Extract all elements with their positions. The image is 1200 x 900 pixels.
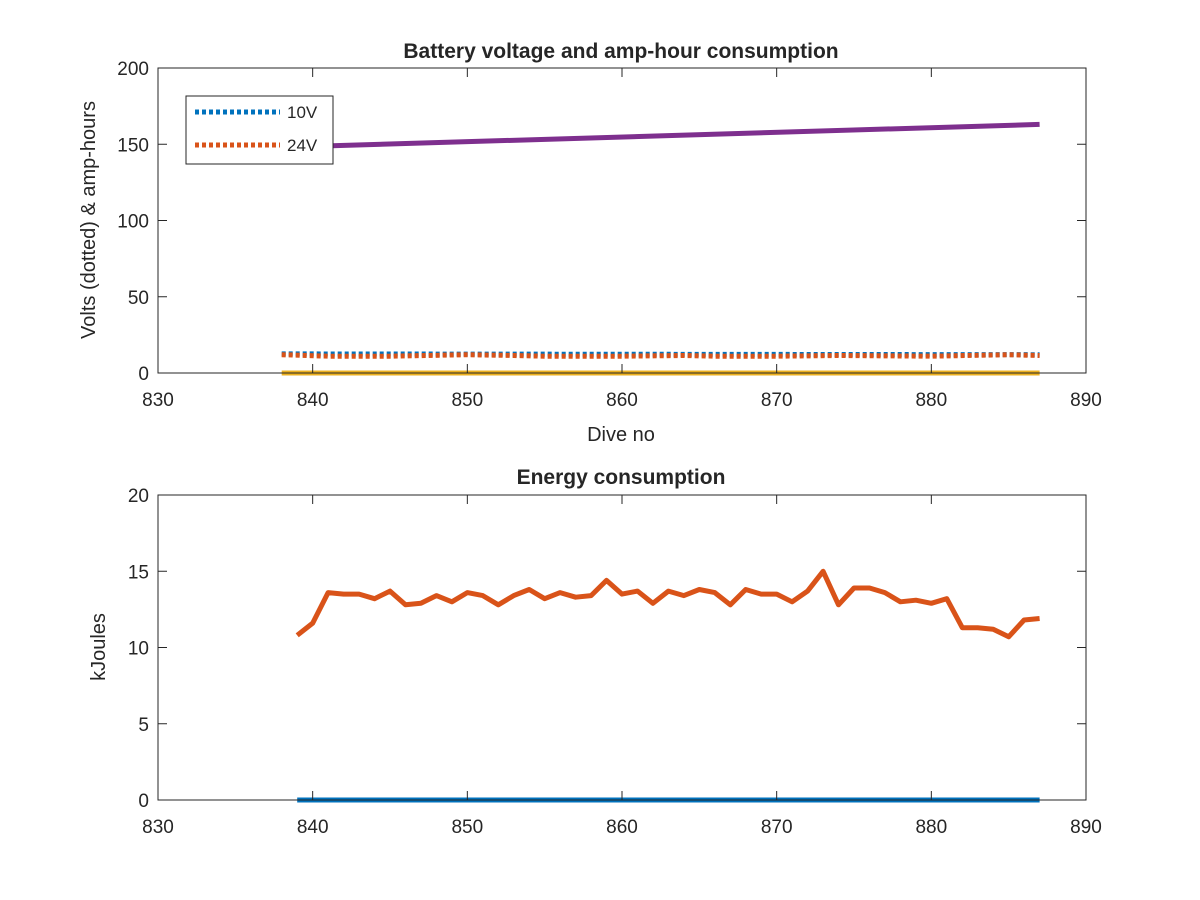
top-chart-series-3-line — [281, 121, 1040, 150]
bottom-chart: Energy consumption kJoules 830 840 850 860 8… — [88, 466, 1102, 838]
top-chart-ytick-label: 100 — [117, 212, 149, 233]
legend-box — [185, 95, 334, 165]
top-chart-xtick-label: 850 — [451, 390, 483, 411]
top-chart-ytick-label: 150 — [117, 135, 149, 156]
bottom-chart-xtick-label: 840 — [297, 817, 329, 838]
bottom-chart-xtick-label: 880 — [915, 817, 947, 838]
top-chart-ytick-label: 50 — [128, 288, 149, 309]
top-chart: Battery voltage and amp-hour consumption… — [78, 40, 1102, 446]
top-chart-title: Battery voltage and amp-hour consumption — [403, 40, 838, 63]
top-chart-xlabel: Dive no — [587, 424, 655, 446]
bottom-chart-xtick-label: 890 — [1070, 817, 1102, 838]
bottom-chart-series-1-line — [295, 568, 1040, 640]
top-chart-ylabel: Volts (dotted) & amp-hours — [78, 101, 100, 339]
bottom-chart-plot-area — [295, 568, 1040, 803]
bottom-chart-xtick-label: 860 — [606, 817, 638, 838]
bottom-chart-ylabel: kJoules — [88, 613, 110, 681]
top-chart-xtick-label: 840 — [297, 390, 329, 411]
bottom-chart-ytick-label: 0 — [138, 791, 149, 812]
bottom-chart-ytick-label: 20 — [128, 486, 149, 507]
top-chart-series-1-line — [281, 352, 1040, 359]
top-chart-ticks: 830 840 850 860 870 880 890 0 50 100 150 200 — [117, 59, 1102, 411]
top-chart-ytick-label: 0 — [138, 364, 149, 385]
bottom-chart-ytick-label: 10 — [128, 639, 149, 660]
top-chart-xtick-label: 880 — [915, 390, 947, 411]
bottom-chart-ytick-label: 5 — [138, 715, 149, 736]
legend-label-24v: 24V — [287, 136, 318, 155]
legend-label-10v: 10V — [287, 103, 318, 122]
bottom-chart-xtick-label: 850 — [451, 817, 483, 838]
top-chart-xtick-label: 890 — [1070, 390, 1102, 411]
bottom-chart-ytick-label: 15 — [128, 562, 149, 583]
bottom-chart-title: Energy consumption — [517, 466, 726, 489]
bottom-chart-xtick-label: 830 — [142, 817, 174, 838]
bottom-chart-axes-box — [157, 494, 1087, 801]
bottom-chart-xtick-label: 870 — [761, 817, 793, 838]
top-chart-xtick-label: 870 — [761, 390, 793, 411]
top-chart-xtick-label: 830 — [142, 390, 174, 411]
top-chart-plot-area — [281, 121, 1040, 376]
bottom-chart-ticks: 830 840 850 860 870 880 890 0 5 10 15 20 — [128, 486, 1102, 838]
top-chart-ytick-label: 200 — [117, 59, 149, 80]
top-chart-xtick-label: 860 — [606, 390, 638, 411]
legend: 10V 24V — [185, 95, 334, 165]
